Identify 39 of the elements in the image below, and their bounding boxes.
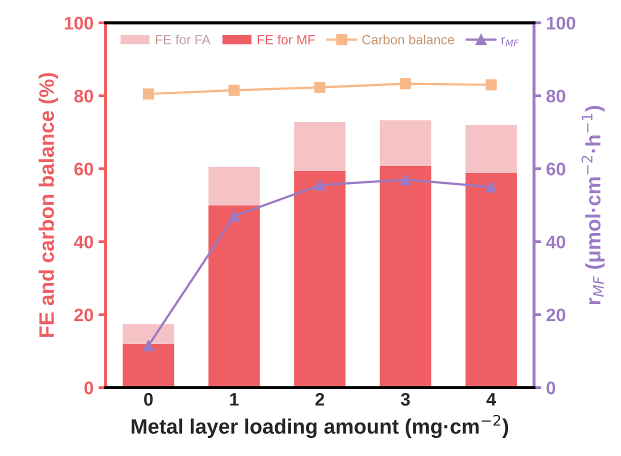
legend-label: r$_{MF}$ (502, 37, 519, 46)
y2-tick-label: 80 (546, 90, 566, 102)
y-tick-label: 60 (74, 162, 94, 176)
legend-label: FE for MF (258, 34, 315, 44)
y-tick-label: 100 (64, 16, 94, 30)
x-tick-label: 2 (315, 392, 324, 406)
point (142, 340, 154, 352)
y2-tick-label: 40 (546, 236, 566, 248)
bar (294, 122, 346, 171)
y-tick-label: 20 (74, 308, 94, 322)
y2-tick-label: 60 (546, 162, 566, 176)
bar (380, 120, 432, 166)
bar (208, 166, 260, 206)
bar (466, 124, 517, 173)
bar (294, 170, 346, 388)
y2-tick-label: 0 (546, 382, 556, 394)
x-tick-label: 4 (486, 393, 496, 406)
x-tick-label: 0 (144, 392, 153, 406)
legend-label: Carbon balance (362, 34, 454, 44)
y2-axis-title: r$_{MF}$ (μmol·cm$^{−2}$·h$^{−1}$) (582, 106, 605, 304)
bar (122, 344, 174, 388)
y-axis-title: FE and carbon balance (%) (38, 73, 58, 337)
bar (380, 166, 432, 388)
bar (122, 324, 174, 344)
bar (466, 172, 517, 388)
x-tick-label: 1 (230, 393, 239, 406)
legend-label: FE for FA (156, 34, 211, 44)
point (400, 174, 412, 186)
point (486, 181, 497, 193)
x-tick-label: 3 (400, 392, 410, 406)
bar (208, 205, 260, 388)
y-tick-label: 0 (84, 382, 94, 394)
y2-tick-label: 20 (546, 308, 566, 322)
y-tick-label: 40 (74, 236, 94, 248)
y-tick-label: 80 (74, 90, 94, 102)
x-axis-title: Metal layer loading amount (mg·cm$^{−2}$) (132, 414, 508, 438)
point (314, 180, 326, 191)
y2-tick-label: 100 (547, 16, 576, 30)
point (228, 210, 240, 222)
